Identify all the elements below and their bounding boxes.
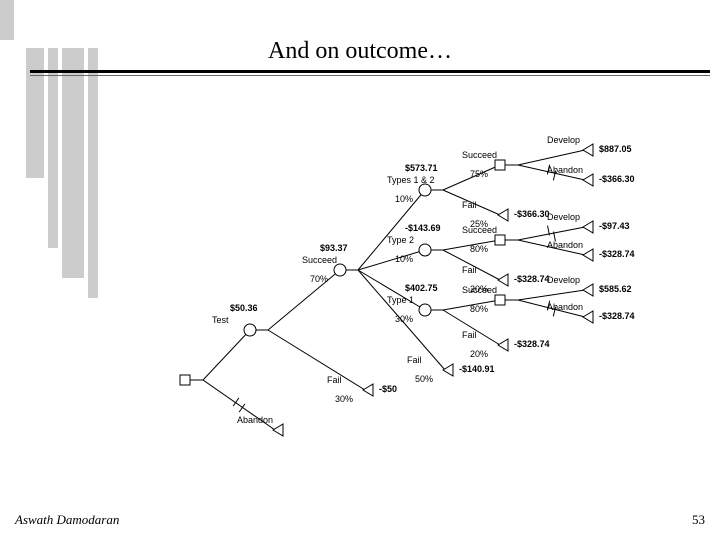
node-label: Test — [212, 315, 229, 325]
node-label: Succeed — [462, 285, 497, 295]
node-prob: 50% — [415, 374, 433, 384]
node-prob: 80% — [470, 244, 488, 254]
node-prob: 30% — [395, 314, 413, 324]
node-value: -$366.30 — [514, 209, 550, 219]
node-value: -$328.74 — [514, 274, 550, 284]
node-prob: 75% — [470, 169, 488, 179]
node-value: $573.71 — [405, 163, 438, 173]
node-prob: 10% — [395, 254, 413, 264]
node-label: Types 1 & 2 — [387, 175, 435, 185]
footer-page: 53 — [692, 512, 705, 528]
node-label: Fail — [462, 200, 477, 210]
node-value: -$366.30 — [599, 174, 635, 184]
node-value: -$328.74 — [514, 339, 550, 349]
node-value: $93.37 — [320, 243, 348, 253]
node-label: Type 1 — [387, 295, 414, 305]
node-value: -$328.74 — [599, 249, 635, 259]
node-label: Abandon — [547, 302, 583, 312]
node-value: $50.36 — [230, 303, 258, 313]
node-prob: 20% — [470, 349, 488, 359]
node-label: Succeed — [462, 150, 497, 160]
node-label: Type 2 — [387, 235, 414, 245]
node-label: Fail — [407, 355, 422, 365]
node-label: Develop — [547, 135, 580, 145]
node-label: Abandon — [547, 165, 583, 175]
decor-bar — [48, 48, 58, 248]
decor-bar — [88, 48, 98, 298]
node-prob: 70% — [310, 274, 328, 284]
node-value: $402.75 — [405, 283, 438, 293]
node-prob: 30% — [335, 394, 353, 404]
node-label: Fail — [327, 375, 342, 385]
node-value: -$50 — [379, 384, 397, 394]
node-label: Develop — [547, 275, 580, 285]
node-label: Fail — [462, 265, 477, 275]
node-prob: 10% — [395, 194, 413, 204]
node-value: $887.05 — [599, 144, 632, 154]
node-prob: 80% — [470, 304, 488, 314]
node-value: -$140.91 — [459, 364, 495, 374]
decor-bar — [26, 48, 44, 178]
node-label: Fail — [462, 330, 477, 340]
decor-bar — [62, 48, 84, 278]
node-label: Abandon — [547, 240, 583, 250]
title-underline — [30, 70, 710, 73]
footer-author: Aswath Damodaran — [15, 512, 119, 528]
node-value: -$97.43 — [599, 221, 630, 231]
decision-tree: Test$50.36 Abandon Succeed $93.37 70% Fail -$5… — [145, 95, 705, 475]
node-value: $585.62 — [599, 284, 632, 294]
node-label: Succeed — [462, 225, 497, 235]
node-value: -$143.69 — [405, 223, 441, 233]
node-label: Develop — [547, 212, 580, 222]
slide-title: And on outcome… — [0, 38, 720, 65]
node-label: Abandon — [237, 415, 273, 425]
node-label: Succeed — [302, 255, 337, 265]
decor-bar — [0, 0, 14, 40]
node-value: -$328.74 — [599, 311, 635, 321]
